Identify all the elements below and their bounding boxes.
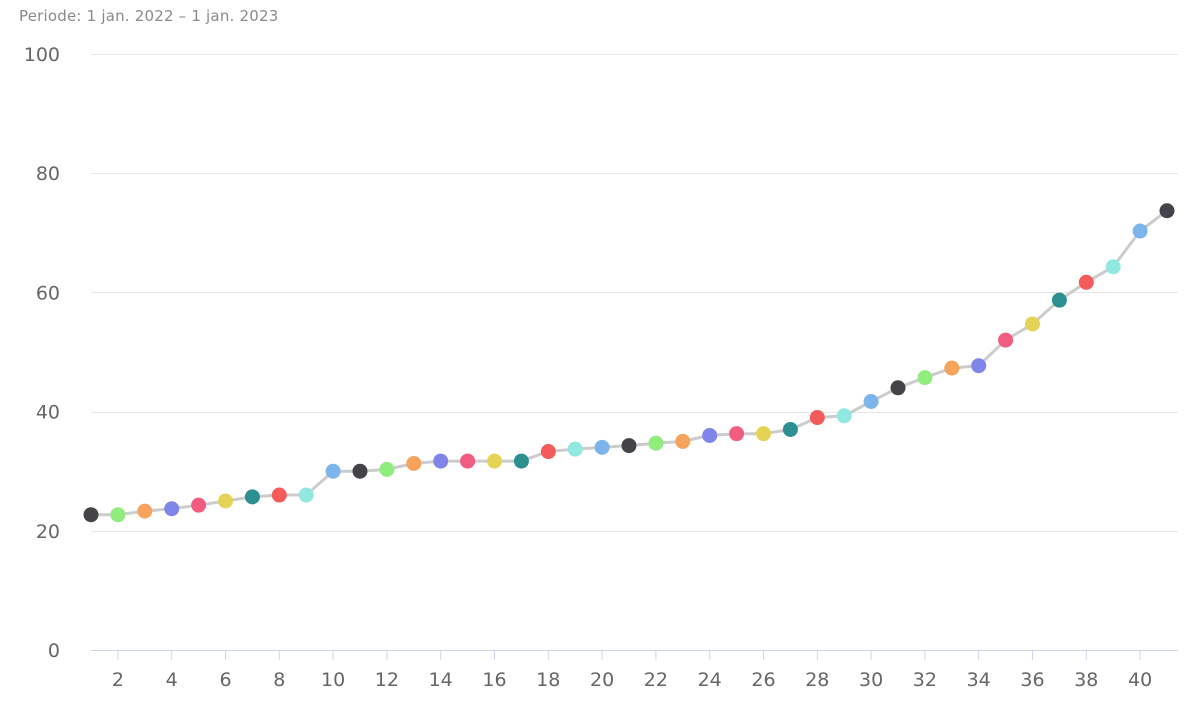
x-tick-label: 38 bbox=[1074, 669, 1098, 691]
period-label: Periode: 1 jan. 2022 – 1 jan. 2023 bbox=[19, 7, 279, 25]
data-point bbox=[218, 493, 233, 509]
data-point bbox=[379, 461, 395, 477]
data-point bbox=[675, 433, 691, 449]
x-tick-label: 10 bbox=[321, 669, 345, 691]
x-axis-labels: 2 4 6 8 10 12 14 16 18 20 22 24 26 28 30 32 34 36 38 40 bbox=[112, 669, 1152, 691]
x-tick-label: 30 bbox=[859, 669, 883, 691]
x-tick-label: 36 bbox=[1020, 669, 1044, 691]
x-tick-label: 8 bbox=[273, 669, 285, 691]
data-point bbox=[244, 489, 260, 505]
x-tick-label: 34 bbox=[967, 669, 991, 691]
data-point bbox=[460, 453, 476, 469]
y-tick-label: 40 bbox=[36, 402, 60, 424]
x-tick-label: 2 bbox=[112, 669, 124, 691]
data-point bbox=[1025, 316, 1040, 332]
y-axis: 0 20 40 60 80 100 bbox=[24, 44, 60, 662]
data-point bbox=[917, 370, 933, 386]
data-point bbox=[863, 393, 879, 409]
data-point bbox=[83, 507, 99, 523]
data-point bbox=[1132, 223, 1148, 239]
data-point bbox=[890, 380, 906, 396]
x-tick-label: 16 bbox=[482, 669, 506, 691]
data-points bbox=[83, 203, 1175, 523]
x-tick-label: 32 bbox=[913, 669, 937, 691]
x-tick-label: 4 bbox=[166, 669, 178, 691]
data-point bbox=[971, 358, 987, 374]
data-point bbox=[325, 463, 341, 479]
data-point bbox=[702, 427, 718, 443]
data-point bbox=[809, 410, 825, 426]
data-point bbox=[567, 441, 583, 457]
x-tick-label: 14 bbox=[429, 669, 453, 691]
grid-lines bbox=[91, 54, 1178, 532]
y-tick-label: 0 bbox=[48, 640, 60, 662]
data-point bbox=[944, 360, 960, 376]
x-tick-label: 12 bbox=[375, 669, 399, 691]
data-point bbox=[487, 453, 502, 469]
data-point bbox=[137, 503, 153, 519]
x-tick-label: 20 bbox=[590, 669, 614, 691]
data-point bbox=[998, 332, 1014, 348]
data-point bbox=[1051, 292, 1067, 308]
data-point bbox=[406, 455, 422, 471]
x-tick-label: 26 bbox=[751, 669, 775, 691]
x-tick-label: 28 bbox=[805, 669, 829, 691]
x-tick-label: 6 bbox=[219, 669, 231, 691]
data-point bbox=[1078, 274, 1094, 290]
data-point bbox=[110, 507, 126, 523]
data-point bbox=[513, 453, 529, 469]
series-line bbox=[89, 209, 1169, 517]
data-point bbox=[621, 438, 637, 454]
x-tick-label: 24 bbox=[698, 669, 722, 691]
x-tick-label: 18 bbox=[536, 669, 560, 691]
data-point bbox=[298, 487, 314, 503]
data-point bbox=[164, 501, 180, 517]
y-tick-label: 100 bbox=[24, 44, 60, 66]
data-point bbox=[1159, 203, 1175, 219]
data-point bbox=[782, 421, 798, 437]
data-point bbox=[836, 408, 852, 424]
x-axis bbox=[91, 650, 1178, 660]
y-tick-label: 60 bbox=[36, 282, 60, 304]
data-point bbox=[540, 444, 556, 460]
data-point bbox=[648, 435, 664, 451]
data-point bbox=[352, 463, 368, 479]
y-tick-label: 20 bbox=[36, 521, 60, 543]
x-tick-label: 22 bbox=[644, 669, 668, 691]
data-point bbox=[271, 487, 287, 503]
x-tick-label: 40 bbox=[1128, 669, 1152, 691]
data-point bbox=[433, 453, 449, 469]
data-point bbox=[756, 426, 771, 442]
series-line-path bbox=[89, 209, 1169, 517]
y-tick-label: 80 bbox=[36, 163, 60, 185]
data-point bbox=[594, 439, 610, 455]
data-point bbox=[729, 426, 745, 442]
data-point bbox=[191, 497, 207, 513]
data-point bbox=[1105, 259, 1121, 275]
